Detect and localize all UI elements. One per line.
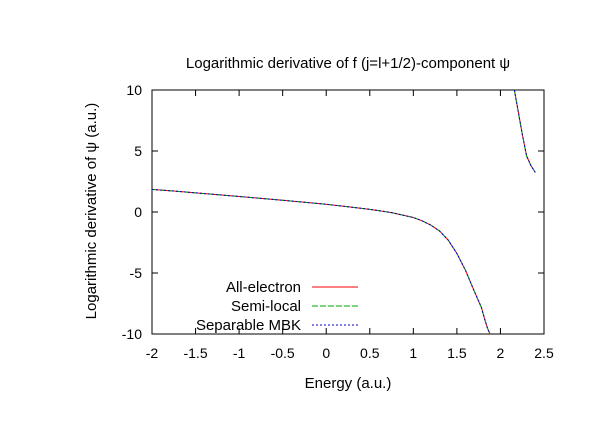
y-tick-label: -10 bbox=[122, 326, 142, 342]
x-axis-label: Energy (a.u.) bbox=[305, 375, 392, 392]
x-tick-label: 0 bbox=[322, 345, 330, 361]
plot-frame bbox=[151, 89, 545, 335]
series-line-2 bbox=[151, 188, 491, 335]
x-tick-label: -1.5 bbox=[183, 345, 207, 361]
series-line-3 bbox=[513, 89, 536, 173]
x-tick-label: 2.5 bbox=[534, 345, 554, 361]
y-tick-label: 0 bbox=[134, 204, 142, 220]
y-tick-label: 10 bbox=[126, 82, 142, 98]
series-line-1 bbox=[513, 89, 536, 173]
x-tick-label: -2 bbox=[146, 345, 159, 361]
x-tick-label: 1.5 bbox=[447, 345, 467, 361]
x-tick-label: -1 bbox=[233, 345, 246, 361]
x-tick-label: -0.5 bbox=[271, 345, 295, 361]
y-tick-label: 5 bbox=[134, 143, 142, 159]
y-tick-label: -5 bbox=[130, 265, 143, 281]
chart-title: Logarithmic derivative of f (j=l+1/2)-co… bbox=[186, 55, 510, 72]
series-line-3 bbox=[151, 188, 491, 335]
series-line-1 bbox=[151, 188, 491, 335]
x-tick-label: 2 bbox=[497, 345, 505, 361]
y-axis-label: Logarithmic derivative of ψ (a.u.) bbox=[83, 103, 100, 320]
x-tick-label: 1 bbox=[409, 345, 417, 361]
legend-label: Separable MBK bbox=[196, 317, 301, 334]
series-line-2 bbox=[513, 89, 536, 173]
legend-label: Semi-local bbox=[231, 298, 301, 315]
legend-label: All-electron bbox=[226, 279, 301, 296]
x-tick-label: 0.5 bbox=[360, 345, 380, 361]
